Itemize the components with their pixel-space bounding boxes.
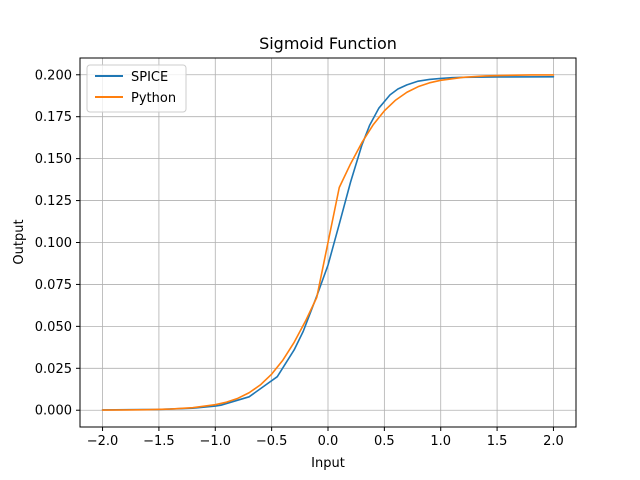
legend-label-python: Python xyxy=(131,91,176,106)
ticks: −2.0 −1.5 −1.0 −0.5 0.0 0.5 1.0 1.5 2.0 0.000 0.02… xyxy=(35,68,564,449)
series-layer xyxy=(101,74,555,411)
x-tick-label: −1.5 xyxy=(143,434,175,449)
y-tick-label: 0.050 xyxy=(35,320,72,335)
x-tick-label: −0.5 xyxy=(256,434,288,449)
x-tick-label: 1.0 xyxy=(430,434,451,449)
y-tick-label: 0.150 xyxy=(35,152,72,167)
x-axis-label: Input xyxy=(311,456,345,471)
series-line-spice xyxy=(101,75,555,411)
y-tick-label: 0.125 xyxy=(35,194,72,209)
x-tick-label: −2.0 xyxy=(87,434,119,449)
x-tick-label: 0.0 xyxy=(318,434,339,449)
y-tick-label: 0.025 xyxy=(35,362,72,377)
y-axis-label: Output xyxy=(12,219,27,264)
x-tick-label: 0.5 xyxy=(374,434,395,449)
y-tick-label: 0.075 xyxy=(35,278,72,293)
series-line-python xyxy=(101,74,555,411)
y-tick-label: 0.100 xyxy=(35,236,72,251)
x-tick-label: −1.0 xyxy=(199,434,231,449)
y-tick-label: 0.000 xyxy=(35,404,72,419)
x-tick-label: 2.0 xyxy=(543,434,564,449)
x-tick-label: 1.5 xyxy=(487,434,508,449)
legend-label-spice: SPICE xyxy=(131,70,168,85)
chart-title: Sigmoid Function xyxy=(259,34,397,53)
y-tick-label: 0.200 xyxy=(35,68,72,83)
legend: SPICE Python xyxy=(86,64,187,113)
y-tick-label: 0.175 xyxy=(35,110,72,125)
